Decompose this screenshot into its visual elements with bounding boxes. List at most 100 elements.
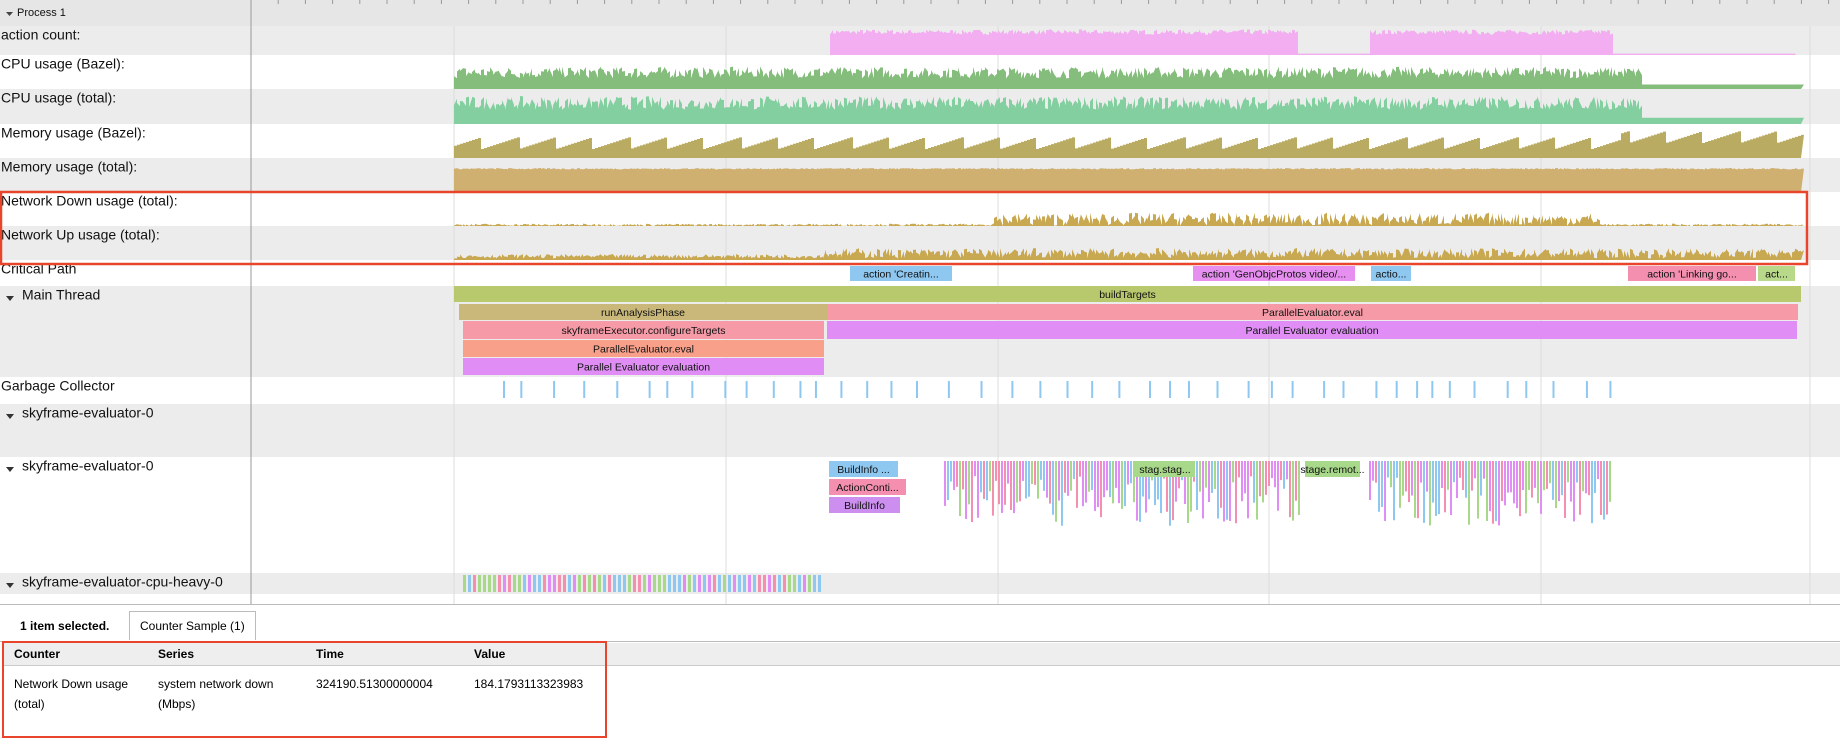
- slice-label: actio...: [1376, 268, 1407, 280]
- slice-fill: [989, 461, 991, 492]
- slice-fill: [1555, 461, 1557, 509]
- slice[interactable]: [1305, 461, 1360, 477]
- slice-label: BuildInfo ...: [837, 464, 890, 476]
- track-row: [0, 377, 1840, 404]
- counter-area: [454, 212, 1804, 226]
- slice-fill: [473, 575, 476, 592]
- slice-fill: [1265, 461, 1267, 495]
- slice-fill: [1025, 461, 1027, 499]
- slice-fill: [593, 575, 596, 592]
- slice[interactable]: [829, 461, 898, 477]
- slice-fill: [1040, 461, 1042, 480]
- slice-fill: [1028, 461, 1030, 497]
- slice-fill: [553, 575, 556, 592]
- slice-fill: [698, 575, 701, 592]
- cell: Network Down usage (total): [14, 677, 129, 711]
- expand-icon[interactable]: [6, 296, 14, 301]
- slice-fill: [1106, 461, 1108, 491]
- slice-fill: [980, 461, 982, 493]
- slice-fill: [953, 461, 955, 490]
- slice-fill: [1393, 461, 1395, 521]
- expand-icon[interactable]: [6, 12, 13, 16]
- slice-fill: [733, 575, 736, 592]
- slice-fill: [723, 575, 726, 592]
- gc-event: [1431, 381, 1434, 398]
- process-title[interactable]: Process 1: [17, 7, 66, 19]
- slice[interactable]: [1371, 266, 1411, 281]
- slice-fill: [543, 575, 546, 592]
- header[interactable]: Series: [148, 643, 306, 666]
- slice[interactable]: [459, 304, 827, 320]
- track-row: [0, 404, 1840, 457]
- slice-fill: [563, 575, 566, 592]
- slice-fill: [673, 575, 676, 592]
- counter-area: [454, 248, 1804, 260]
- slice-fill: [628, 575, 631, 592]
- header[interactable]: Value: [464, 643, 1840, 666]
- expand-icon[interactable]: [6, 583, 14, 588]
- slice[interactable]: [1193, 266, 1355, 281]
- slice-fill: [1172, 461, 1174, 521]
- slice-fill: [683, 575, 686, 592]
- track-row: [0, 457, 1840, 573]
- slice[interactable]: [463, 340, 824, 357]
- slice[interactable]: [463, 358, 824, 375]
- slice-fill: [1534, 461, 1536, 488]
- slice-fill: [808, 575, 811, 592]
- expand-icon[interactable]: [6, 467, 14, 472]
- slice-fill: [1034, 461, 1036, 485]
- track-label: CPU usage (total):: [1, 90, 116, 106]
- header[interactable]: Counter: [4, 643, 148, 666]
- slice-fill: [1567, 461, 1569, 483]
- slice-fill: [1154, 461, 1156, 506]
- slice[interactable]: [1758, 266, 1795, 281]
- slice-fill: [1283, 461, 1285, 489]
- slice-fill: [1127, 461, 1129, 485]
- slice-fill: [1049, 461, 1051, 504]
- slice[interactable]: [463, 321, 824, 339]
- highlight-box: [0, 190, 1809, 266]
- slice-fill: [1525, 461, 1527, 514]
- slice-fill: [1465, 461, 1467, 498]
- slice-label: stage.remot...: [1300, 464, 1364, 476]
- slice[interactable]: [454, 286, 1801, 302]
- slice-fill: [1537, 461, 1539, 504]
- slice-fill: [1091, 461, 1093, 491]
- gc-event: [553, 381, 556, 398]
- slice[interactable]: [1135, 461, 1195, 477]
- expand-icon[interactable]: [6, 414, 14, 419]
- slice-fill: [708, 575, 711, 592]
- slice[interactable]: [827, 321, 1797, 339]
- header[interactable]: Time: [306, 643, 464, 666]
- tab[interactable]: Counter Sample (1): [129, 611, 256, 640]
- gc-event: [799, 381, 802, 398]
- slice-fill: [1471, 461, 1473, 491]
- slice[interactable]: [829, 497, 900, 513]
- slice-fill: [1004, 461, 1006, 505]
- slice-fill: [1271, 461, 1273, 479]
- gc-event: [583, 381, 586, 398]
- slice-fill: [1390, 461, 1392, 488]
- gc-event: [1066, 381, 1069, 398]
- slice-fill: [1007, 461, 1009, 484]
- slice-fill: [1414, 461, 1416, 518]
- slice-fill: [1468, 461, 1470, 525]
- slice-fill: [783, 575, 786, 592]
- slice[interactable]: [829, 479, 906, 495]
- slice-fill: [488, 575, 491, 592]
- slice-label: act...: [1765, 268, 1788, 280]
- slice[interactable]: [827, 304, 1798, 320]
- slice-fill: [648, 575, 651, 592]
- track-row: [0, 573, 1840, 594]
- slice-fill: [1483, 461, 1485, 479]
- slice-fill: [498, 575, 501, 592]
- slice-fill: [538, 575, 541, 592]
- slice-fill: [1079, 461, 1081, 477]
- slice[interactable]: [850, 266, 952, 281]
- slice-fill: [1247, 461, 1249, 519]
- slice[interactable]: [1628, 266, 1756, 281]
- slice-fill: [1214, 461, 1216, 489]
- slice-fill: [513, 575, 516, 592]
- slice-fill: [1052, 461, 1054, 515]
- slice-fill: [1453, 461, 1455, 483]
